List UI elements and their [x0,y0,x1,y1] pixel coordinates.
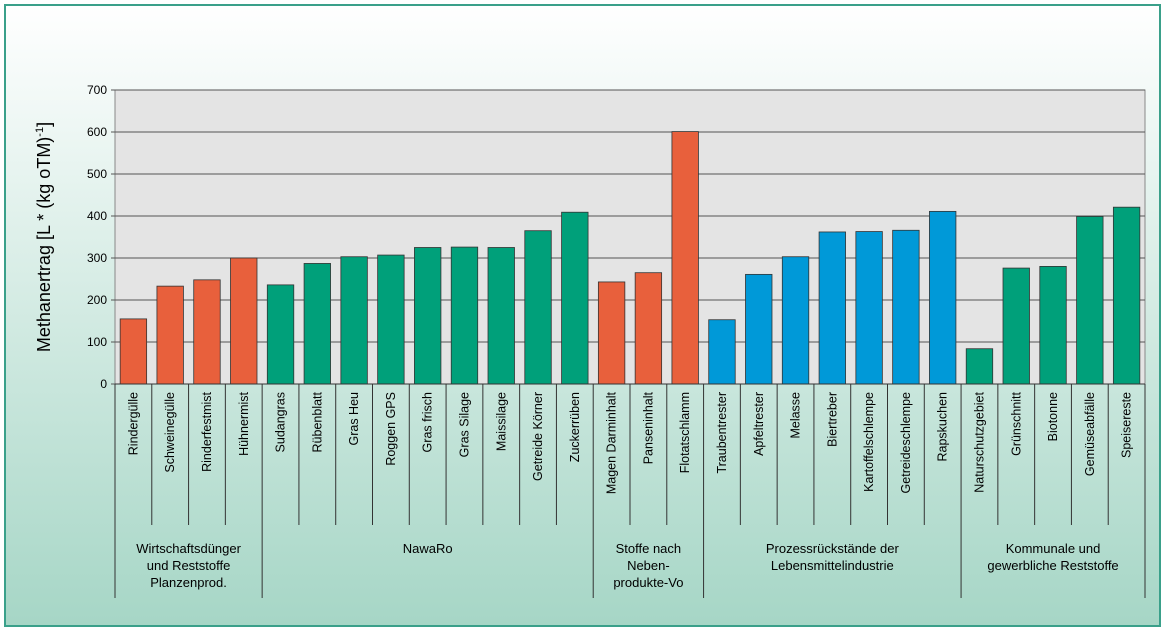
bar [340,256,368,385]
bar [524,230,552,385]
group-label: Stoffe nach [616,541,682,556]
x-tick-label: Rapskuchen [936,392,950,462]
x-tick-label: Zuckerrüben [568,392,582,462]
bar [671,131,699,385]
x-tick-label: Biertreber [825,392,839,447]
x-tick-label: Traubentrester [715,392,729,474]
x-tick-label: Rinderfestmist [200,391,214,471]
y-label-end: ] [34,122,54,127]
bar [1112,206,1141,385]
y-tick-label: 300 [87,251,107,265]
y-tick-label: 0 [100,377,107,391]
bar [745,273,773,385]
bar [450,246,479,385]
y-tick-label: 700 [87,83,107,97]
group-label: und Reststoffe [147,558,231,573]
group-label: Lebensmittelindustrie [771,558,894,573]
y-tick-label: 500 [87,167,107,181]
bar [266,284,295,385]
x-tick-label: Gras Heu [347,392,361,446]
bar [156,285,184,385]
x-tick-label: Gras Silage [457,392,471,457]
group-label: Wirtschaftsdünger [136,541,241,556]
bar [1039,265,1067,385]
x-tick-label: Biotonne [1046,392,1060,441]
group-label: NawaRo [403,541,453,556]
bar [818,231,846,385]
x-tick-label: Melasse [789,392,803,439]
bar [561,211,589,385]
group-label: Prozessrückstände der [766,541,900,556]
bar [377,254,405,385]
x-tick-label: Kartoffelschlempe [862,392,876,492]
bar [1076,216,1104,385]
bar [634,272,663,385]
x-tick-label: Getreide Körner [531,392,545,481]
bar [230,257,258,385]
x-tick-label: Grünschnitt [1009,391,1023,455]
bar [781,256,810,385]
x-tick-label: Getreideschlempe [899,392,913,493]
x-tick-label: Flotatschlamm [678,392,692,473]
x-tick-label: Rübenblatt [310,391,324,452]
x-tick-label: Naturschutzgebiet [972,391,986,492]
bar [193,279,221,385]
x-tick-label: Roggen GPS [384,392,398,466]
bar [597,281,626,385]
x-tick-label: Hühnermist [237,391,251,455]
group-label: Kommunale und [1006,541,1101,556]
bar [855,231,883,385]
y-label-sup: -1 [34,127,46,137]
x-tick-label: Speisereste [1120,392,1134,458]
x-tick-label: Sudangras [274,392,288,452]
bar [414,247,442,385]
group-label: gewerbliche Reststoffe [987,558,1118,573]
bar [892,229,920,385]
y-tick-label: 100 [87,335,107,349]
bar [965,348,994,385]
group-label: produkte-Vo [613,575,683,590]
bar [929,210,957,385]
x-tick-label: Gemüseabfälle [1083,392,1097,476]
x-tick-label: Maissilage [494,392,508,451]
bar [487,247,515,385]
bar [708,319,736,385]
group-label: Neben- [627,558,670,573]
x-tick-label: Magen Darminhalt [605,391,619,494]
bar [119,318,148,385]
bar [1002,267,1030,385]
y-axis-label: Methanertrag [L * (kg oTM)-1] [34,122,54,352]
x-tick-label: Apfeltrester [752,392,766,456]
x-tick-label: Schweinegülle [163,392,177,473]
x-tick-label: Panseninhalt [641,391,655,464]
y-label-text: Methanertrag [L * (kg oTM) [34,137,54,352]
y-tick-label: 200 [87,293,107,307]
bar [303,263,331,385]
y-tick-label: 400 [87,209,107,223]
x-tick-label: Gras frisch [421,392,435,452]
y-tick-label: 600 [87,125,107,139]
group-label: Planzenprod. [150,575,227,590]
x-tick-label: Rindergülle [126,392,140,455]
